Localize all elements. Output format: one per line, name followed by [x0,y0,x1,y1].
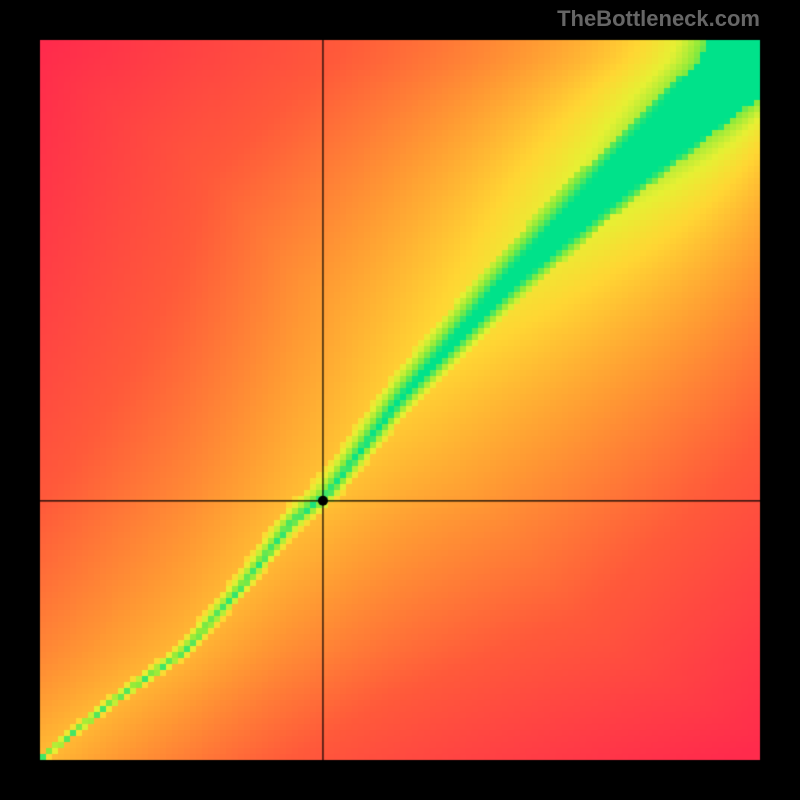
bottleneck-heatmap [0,0,800,800]
chart-container: TheBottleneck.com [0,0,800,800]
watermark-text: TheBottleneck.com [557,6,760,32]
